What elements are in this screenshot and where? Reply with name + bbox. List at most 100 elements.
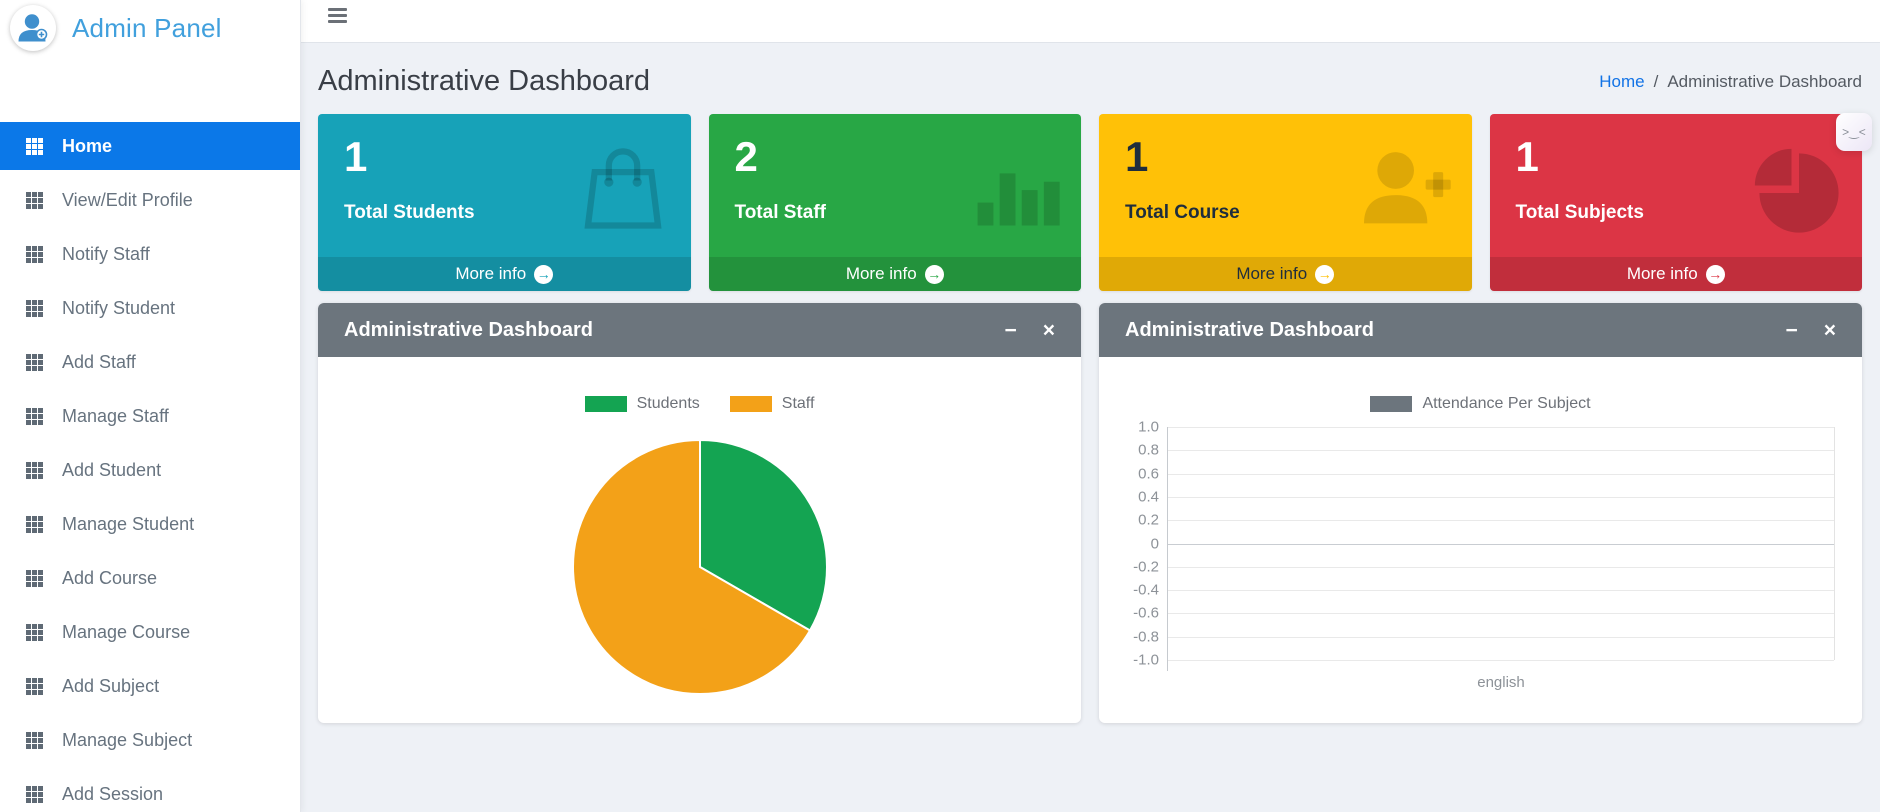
gridline <box>1168 450 1834 452</box>
bar-chart-icon <box>963 138 1063 238</box>
legend-swatch <box>1370 396 1413 412</box>
sidebar-item-manage-course[interactable]: Manage Course <box>0 608 300 656</box>
breadcrumb-home-link[interactable]: Home <box>1599 71 1645 91</box>
sidebar-item-add-course[interactable]: Add Course <box>0 554 300 602</box>
y-axis-line <box>1167 427 1168 671</box>
devtools-toggle-button[interactable]: >‿< <box>1836 113 1872 151</box>
sidebar-item-label: Add Subject <box>62 675 160 696</box>
grid-icon <box>26 245 44 263</box>
more-info-label: More info <box>455 264 527 283</box>
grid-icon <box>26 353 44 371</box>
info-box-value: 1 <box>1125 133 1149 180</box>
legend-label: Attendance Per Subject <box>1422 395 1591 412</box>
grid-icon <box>26 515 44 533</box>
bar-chart-panel: Administrative Dashboard − × Attendance … <box>1099 303 1862 723</box>
grid-icon <box>26 299 44 317</box>
arrow-circle-right-icon: → <box>1705 264 1725 284</box>
shopping-bag-icon <box>573 138 673 238</box>
more-info-link[interactable]: More info → <box>708 257 1081 291</box>
more-info-link[interactable]: More info → <box>1099 257 1472 291</box>
more-info-label: More info <box>1236 264 1308 283</box>
gridline <box>1168 473 1834 475</box>
breadcrumb-current: Administrative Dashboard <box>1667 71 1862 91</box>
sidebar-item-add-student[interactable]: Add Student <box>0 446 300 494</box>
gridline <box>1168 613 1834 615</box>
user-plus-icon <box>1354 138 1454 238</box>
grid-icon <box>26 461 44 479</box>
info-box-label: Total Staff <box>734 202 826 223</box>
collapse-button[interactable]: − <box>1004 318 1017 342</box>
y-tick-label: -0.2 <box>1133 558 1159 576</box>
sidebar-item-label: Manage Student <box>62 513 195 534</box>
x-category-label: english <box>1477 674 1525 691</box>
pie-chart-icon <box>1744 138 1844 238</box>
sidebar-item-label: Add Session <box>62 783 164 804</box>
sidebar-item-label: Home <box>62 135 113 156</box>
breadcrumb-separator: / <box>1653 71 1659 91</box>
more-info-link[interactable]: More info → <box>1489 257 1862 291</box>
arrow-circle-right-icon: → <box>924 264 944 284</box>
collapse-button[interactable]: − <box>1785 318 1798 342</box>
sidebar-item-manage-staff[interactable]: Manage Staff <box>0 392 300 440</box>
more-info-link[interactable]: More info → <box>318 257 691 291</box>
panel-body: Attendance Per Subject 1.0 0.8 0.6 0.4 0.2 0 -… <box>1099 357 1862 723</box>
topbar <box>300 0 1880 43</box>
sidebar-item-manage-student[interactable]: Manage Student <box>0 500 300 548</box>
pie-chart-panel: Administrative Dashboard − × Students <box>318 303 1081 723</box>
hamburger-icon <box>328 8 347 11</box>
info-box-label: Total Course <box>1125 202 1240 223</box>
sidebar-item-add-staff[interactable]: Add Staff <box>0 338 300 386</box>
y-tick-label: 0.4 <box>1138 488 1159 506</box>
grid-icon <box>26 407 44 425</box>
panels-row: Administrative Dashboard − × Students <box>318 303 1862 723</box>
grid-icon <box>26 785 44 803</box>
legend-item-attendance[interactable]: Attendance Per Subject <box>1370 395 1591 413</box>
close-button[interactable]: × <box>1042 318 1055 342</box>
brand-title: Admin Panel <box>72 12 222 43</box>
y-tick-label: 0 <box>1150 535 1159 552</box>
sidebar-item-label: View/Edit Profile <box>62 189 193 210</box>
panel-title: Administrative Dashboard <box>344 318 593 341</box>
panel-header: Administrative Dashboard − × <box>1099 303 1862 357</box>
y-tick-label: 1.0 <box>1138 418 1159 436</box>
sidebar-item-add-session[interactable]: Add Session <box>0 770 300 812</box>
grid-icon <box>26 137 44 155</box>
info-box-total-staff: 2 Total Staff More info → <box>708 114 1081 291</box>
sidebar-item-label: Manage Course <box>62 621 191 642</box>
pie-chart <box>318 437 1081 697</box>
sidebar-item-notify-student[interactable]: Notify Student <box>0 284 300 332</box>
info-box-value: 1 <box>344 133 368 180</box>
legend-label: Students <box>636 395 700 412</box>
info-box-value: 1 <box>1515 133 1539 180</box>
bar-legend: Attendance Per Subject <box>1099 357 1862 413</box>
sidebar-item-view-edit-profile[interactable]: View/Edit Profile <box>0 176 300 224</box>
menu-toggle-button[interactable] <box>300 0 347 23</box>
info-box-total-students: 1 Total Students More info → <box>318 114 691 291</box>
sidebar-item-add-subject[interactable]: Add Subject <box>0 662 300 710</box>
sidebar-item-notify-staff[interactable]: Notify Staff <box>0 230 300 278</box>
info-box-value: 2 <box>734 133 758 180</box>
gridline <box>1168 496 1834 498</box>
sidebar-item-home[interactable]: Home <box>0 122 300 170</box>
legend-swatch <box>584 396 627 412</box>
info-box-total-subjects: 1 Total Subjects More info → <box>1489 114 1862 291</box>
grid-icon <box>26 569 44 587</box>
gridline <box>1168 660 1834 661</box>
legend-item-staff[interactable]: Staff <box>729 395 814 413</box>
info-box-label: Total Subjects <box>1515 202 1644 223</box>
sidebar-item-label: Notify Staff <box>62 243 150 264</box>
sidebar-item-label: Manage Subject <box>62 729 193 750</box>
sidebar-item-manage-subject[interactable]: Manage Subject <box>0 716 300 764</box>
gridline <box>1168 543 1834 545</box>
bar-chart: 1.0 0.8 0.6 0.4 0.2 0 -0.2 -0.4 -0.6 -0.8 -1.0 engl… <box>1133 419 1835 691</box>
gridline <box>1168 427 1834 428</box>
y-tick-label: 0.8 <box>1138 441 1159 459</box>
info-box-label: Total Students <box>344 202 475 223</box>
pie-legend: Students Staff <box>318 357 1081 413</box>
page-head: Administrative Dashboard Home / Administ… <box>318 43 1862 114</box>
sidebar: Admin Panel Home View/Edit Profile Notif… <box>0 0 301 812</box>
close-button[interactable]: × <box>1823 318 1836 342</box>
legend-item-students[interactable]: Students <box>584 395 700 413</box>
panel-header: Administrative Dashboard − × <box>318 303 1081 357</box>
